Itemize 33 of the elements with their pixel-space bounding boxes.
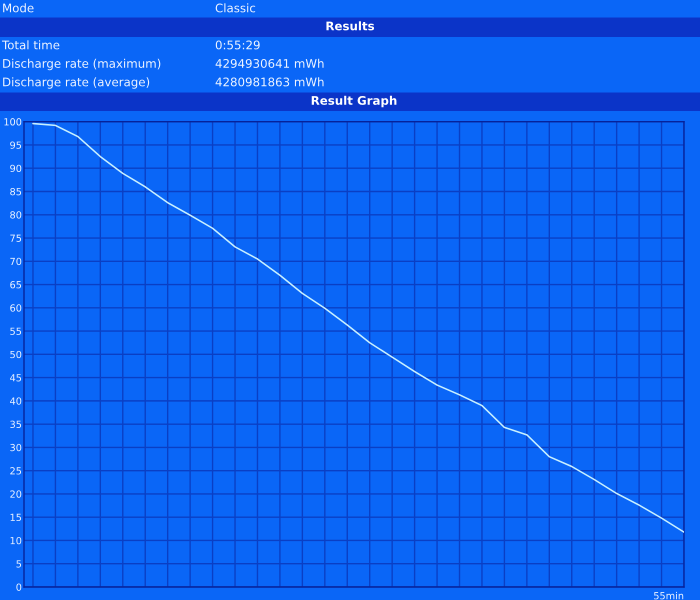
text: Classic [216,3,256,12]
y-tick-label: 10 [10,536,22,544]
y-tick-label: 5 [16,560,22,568]
y-tick-label: 95 [10,141,22,149]
y-tick-label: 15 [10,514,22,522]
y-tick-label: 70 [10,258,22,266]
x-axis-title: 55min [654,592,684,600]
y-tick-label: 65 [10,281,22,288]
text: Discharge rate (average) [3,77,150,89]
text: 4294930641 mWh [216,58,324,68]
y-tick-label: 50 [10,350,22,358]
text: Total time [2,40,60,50]
y-tick-label: 25 [10,467,22,475]
text: 4280981863 mWh [216,77,324,86]
y-tick-label: 0 [16,583,22,591]
text: 0:55:29 [216,40,260,50]
y-tick-label: 85 [10,188,22,196]
y-tick-label: 90 [10,164,22,172]
y-tick-label: 75 [10,234,22,242]
y-tick-label: 35 [10,420,22,428]
chart-subtitle: Results [326,21,374,30]
line-series [32,122,684,533]
text: Discharge rate (maximum) [3,58,160,70]
y-tick-label: 20 [10,490,22,498]
y-tick-label: 100 [4,118,22,126]
y-tick-label: 45 [10,374,22,382]
chart-title: Result Graph [312,96,396,108]
text: Mode [3,3,34,12]
y-tick-label: 30 [10,444,22,452]
y-tick-label: 40 [10,397,22,405]
y-tick-label: 55 [10,328,22,335]
y-tick-label: 60 [10,304,22,312]
y-tick-label: 80 [10,211,22,219]
